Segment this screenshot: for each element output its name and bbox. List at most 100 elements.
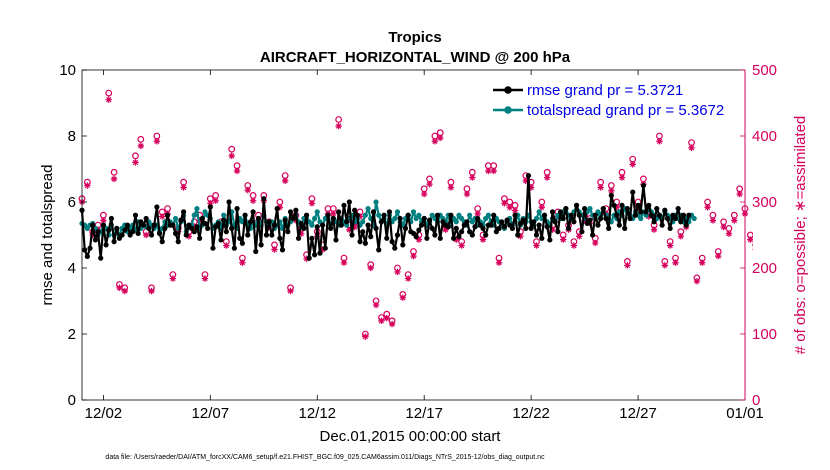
obs-assimilated-point xyxy=(378,317,385,324)
rmse-point xyxy=(378,219,385,225)
spread-point xyxy=(485,212,491,218)
rmse-point xyxy=(469,232,475,238)
obs-assimilated-point xyxy=(437,134,444,142)
rmse-point xyxy=(541,212,548,218)
obs-possible-point xyxy=(281,172,289,180)
obs-possible-point xyxy=(812,245,818,251)
rmse-point xyxy=(581,206,588,212)
rmse-point xyxy=(434,212,441,218)
rmse-point xyxy=(317,250,323,256)
obs-assimilated-point xyxy=(752,248,753,251)
rmse-point xyxy=(309,235,315,241)
legend-rmse-label: rmse grand pr = 5.3721 xyxy=(527,82,683,99)
rmse-point xyxy=(675,206,681,212)
obs-assimilated-point xyxy=(191,223,198,230)
rmse-point xyxy=(445,224,451,230)
rmse-point xyxy=(648,212,655,218)
obs-assimilated-point xyxy=(153,138,161,145)
rmse-point xyxy=(98,255,104,261)
obs-assimilated-point xyxy=(426,180,433,188)
obs-assimilated-point xyxy=(677,233,685,240)
rmse-point xyxy=(576,212,582,218)
rmse-point xyxy=(504,217,510,223)
rmse-point xyxy=(108,215,115,222)
obs-assimilated-point xyxy=(175,228,182,235)
obs-assimilated-point xyxy=(501,200,508,207)
obs-assimilated-point xyxy=(785,188,791,194)
rmse-point xyxy=(336,209,342,215)
y-tick-label: 4 xyxy=(68,260,76,277)
obs-assimilated-point xyxy=(223,242,230,249)
obs-possible-point xyxy=(180,178,187,186)
rmse-point xyxy=(531,219,537,225)
rmse-point xyxy=(563,206,569,212)
rmse-point xyxy=(459,229,465,235)
obs-assimilated-point xyxy=(356,213,364,220)
rmse-point xyxy=(451,235,457,241)
obs-assimilated-point xyxy=(233,167,241,175)
rmse-point xyxy=(140,222,147,228)
rmse-point xyxy=(603,215,609,222)
spread-point xyxy=(376,212,382,218)
obs-assimilated-point xyxy=(693,278,701,285)
rmse-point xyxy=(242,212,248,218)
obs-assimilated-point xyxy=(715,252,722,260)
rmse-point xyxy=(338,222,344,228)
x-tick-label: 01/01 xyxy=(726,405,764,422)
spread-point xyxy=(172,215,179,222)
obs-assimilated-point xyxy=(618,174,626,181)
legend: rmse grand pr = 5.3721 totalspread grand… xyxy=(493,82,724,119)
rmse-point xyxy=(154,204,160,210)
rmse-point xyxy=(614,212,620,218)
spread-point xyxy=(453,219,459,225)
rmse-point xyxy=(496,225,502,231)
rmse-point xyxy=(640,182,647,189)
rmse-point xyxy=(600,206,606,212)
obs-assimilated-point xyxy=(506,204,513,211)
obs-possible-point xyxy=(233,162,241,170)
spread-point xyxy=(373,199,379,205)
rmse-point xyxy=(234,206,240,212)
rmse-point xyxy=(253,248,259,255)
rmse-point xyxy=(306,255,312,261)
rmse-point xyxy=(611,202,617,208)
rmse-point xyxy=(293,207,299,213)
y2-tick-label: 0 xyxy=(752,392,760,409)
obs-assimilated-point xyxy=(308,200,316,207)
obs-possible-point xyxy=(110,168,118,176)
rmse-point xyxy=(598,215,604,222)
chart-title: Tropics xyxy=(388,29,441,46)
obs-assimilated-point xyxy=(303,255,310,262)
rmse-point xyxy=(172,230,179,236)
rmse-point xyxy=(90,222,96,228)
obs-possible-point xyxy=(704,198,711,206)
y2-tick-label: 200 xyxy=(752,260,777,277)
obs-possible-point xyxy=(212,191,220,199)
rmse-point xyxy=(528,225,534,231)
rmse-point xyxy=(250,209,256,215)
spread-point xyxy=(392,215,398,222)
obs-assimilated-point xyxy=(110,175,118,183)
legend-rmse-marker xyxy=(504,86,512,94)
obs-assimilated-point xyxy=(298,230,305,237)
obs-assimilated-point xyxy=(212,197,219,204)
obs-assimilated-point xyxy=(709,217,717,224)
rmse-point xyxy=(114,225,120,231)
rmse-point xyxy=(571,219,577,225)
obs-assimilated-point xyxy=(142,231,150,239)
obs-possible-point xyxy=(688,139,695,147)
rmse-point xyxy=(413,234,419,240)
rmse-point xyxy=(146,225,152,231)
rmse-point xyxy=(285,229,291,235)
rmse-point xyxy=(237,235,243,241)
obs-assimilated-point xyxy=(404,275,412,282)
rmse-point xyxy=(159,239,165,245)
obs-assimilated-point xyxy=(538,204,546,211)
obs-assimilated-point xyxy=(244,186,251,194)
obs-assimilated-point xyxy=(185,233,193,240)
x-tick-label: 12/07 xyxy=(192,405,230,422)
rmse-point xyxy=(509,225,516,231)
rmse-point xyxy=(263,232,270,238)
obs-assimilated-point xyxy=(661,262,668,269)
obs-assimilated-point xyxy=(613,204,620,211)
